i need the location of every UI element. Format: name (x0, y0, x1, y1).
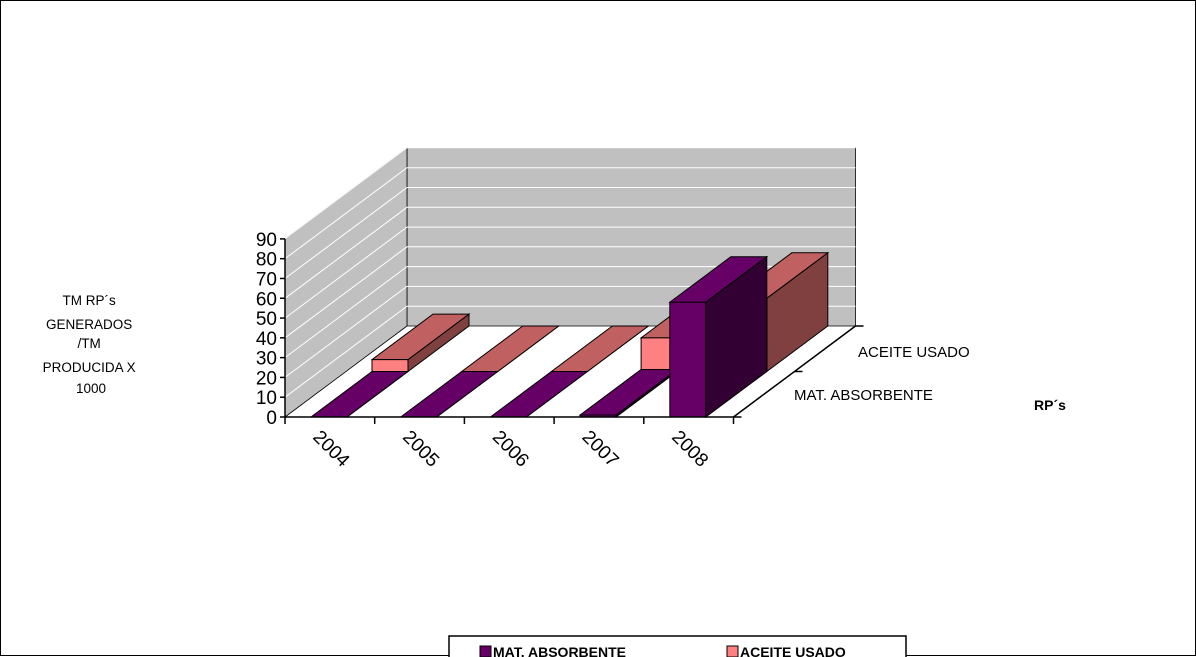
chart-bars (309, 251, 830, 418)
legend-label-aceite: ACEITE USADO (740, 644, 846, 657)
y-tick-label: 80 (256, 250, 277, 271)
y-axis-label-line: PRODUCIDA X (43, 360, 136, 375)
gridline (284, 206, 856, 299)
y-tick-label: 0 (266, 408, 277, 429)
gridline (284, 246, 856, 339)
series-axis-label-aceite: ACEITE USADO (858, 344, 970, 361)
series-axis-label-absorbente: MAT. ABSORBENTE (794, 387, 933, 404)
x-tick-label: 2004 (309, 427, 354, 472)
gridline (284, 226, 856, 319)
z-axis-label: RP´s (1034, 397, 1066, 413)
y-tick-label: 90 (256, 230, 277, 251)
y-tick-label: 50 (256, 309, 277, 330)
bar-aceite-2006 (549, 325, 650, 372)
gridline (284, 167, 856, 260)
gridline (284, 187, 856, 279)
y-axis-label: TM RP´s GENERADOS /TM PRODUCIDA X 1000 (43, 293, 140, 396)
y-axis-label-line: GENERADOS (46, 317, 132, 332)
y-tick-label: 60 (256, 289, 277, 310)
y-tick-label: 20 (256, 368, 277, 389)
bar-top (399, 371, 500, 418)
y-tick-label: 40 (256, 329, 277, 350)
legend-swatch-absorbente (479, 645, 492, 657)
gridline (284, 266, 856, 359)
legend-label-absorbente: MAT. ABSORBENTE (493, 644, 626, 657)
bar-front (669, 301, 707, 418)
bar-absorbente-2008 (668, 255, 769, 418)
y-tick-label: 30 (256, 349, 277, 370)
x-tick-label: 2007 (578, 427, 623, 472)
bar-top (488, 371, 589, 418)
y-axis-label-line: 1000 (76, 381, 106, 396)
bar-aceite-2005 (460, 325, 561, 372)
bar-absorbente-2005 (399, 371, 500, 418)
x-tick-label: 2006 (488, 427, 533, 472)
bar-top (549, 325, 650, 372)
legend-box (448, 635, 907, 657)
bar-aceite-2004 (370, 313, 471, 373)
gridline (284, 147, 856, 240)
legend: MAT. ABSORBENTE ACEITE USADO (448, 635, 907, 657)
y-axis-label-line: TM RP´s (62, 293, 115, 308)
bar-absorbente-2007 (578, 368, 679, 418)
x-tick-label: 2008 (667, 427, 712, 472)
x-tick-label: 2005 (398, 427, 443, 472)
legend-swatch-aceite (726, 645, 739, 657)
bar-absorbente-2006 (488, 371, 589, 418)
bar-top (460, 325, 561, 372)
y-tick-label: 70 (256, 269, 277, 290)
y-tick-label: 10 (256, 388, 277, 409)
y-axis-label-line: /TM (77, 336, 100, 351)
bar-front (371, 359, 409, 372)
